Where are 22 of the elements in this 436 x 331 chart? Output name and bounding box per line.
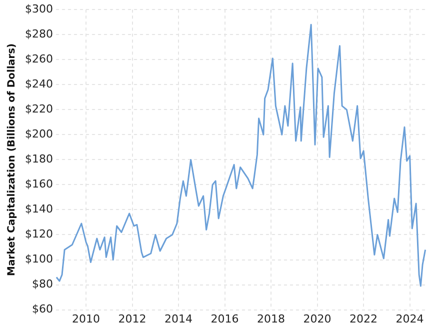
y-tick-label: $220	[24, 102, 53, 116]
x-tick-label: 2010	[72, 312, 100, 326]
y-tick-label: $100	[24, 252, 53, 266]
y-axis-title: Market Capitalization (Billions of Dollars)	[6, 43, 18, 276]
y-tick-label: $160	[24, 178, 53, 191]
x-tick-label: 2018	[257, 312, 286, 326]
y-tick-label: $60	[32, 302, 53, 316]
y-tick-label: $240	[24, 78, 53, 91]
y-tick-label: $180	[24, 152, 53, 166]
y-tick-label: $280	[24, 27, 53, 40]
y-tick-label: $300	[24, 2, 53, 16]
y-tick-label: $80	[32, 278, 53, 291]
x-tick-label: 2024	[396, 312, 424, 326]
x-tick-label: 2020	[303, 312, 332, 326]
y-tick-label: $260	[24, 52, 53, 66]
y-tick-label: $200	[24, 128, 53, 141]
y-tick-label: $140	[24, 202, 53, 216]
x-tick-label: 2016	[210, 312, 239, 326]
x-tick-label: 2014	[164, 312, 193, 326]
x-tick-label: 2022	[350, 312, 378, 326]
y-tick-label: $120	[24, 228, 53, 241]
x-tick-label: 2012	[118, 312, 146, 326]
